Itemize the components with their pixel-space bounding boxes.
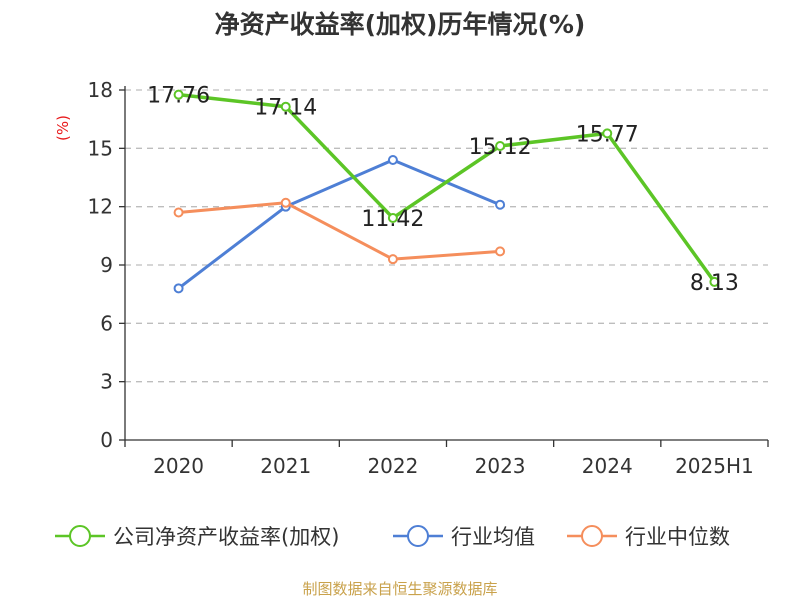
data-point	[387, 254, 398, 265]
x-tick-label: 2025H1	[675, 454, 754, 478]
y-tick-label: 3	[100, 370, 113, 394]
legend: 公司净资产收益率(加权) 行业均值 行业中位数	[55, 525, 730, 549]
x-tick-label: 2021	[260, 454, 311, 478]
data-point	[602, 128, 613, 139]
x-tick-label: 2020	[153, 454, 204, 478]
data-label: 17.14	[254, 96, 317, 121]
y-tick-label: 9	[100, 253, 113, 277]
data-label: 8.13	[690, 271, 739, 296]
x-tick-label: 2022	[367, 454, 418, 478]
data-label: 11.42	[361, 207, 424, 232]
y-tick-label: 6	[100, 311, 113, 335]
y-axis-label: (%)	[54, 115, 72, 141]
data-point	[709, 276, 720, 287]
legend-label-1: 行业均值	[451, 525, 535, 549]
data-point	[387, 212, 398, 223]
data-label: 15.77	[576, 122, 639, 147]
legend-marker-2	[581, 525, 603, 547]
source-note: 制图数据来自恒生聚源数据库	[302, 580, 497, 598]
data-label: 15.12	[469, 135, 532, 160]
data-label: 17.76	[147, 84, 210, 109]
legend-marker-1	[407, 525, 429, 547]
data-point	[173, 283, 184, 294]
x-tick-label: 2024	[582, 454, 633, 478]
chart-title: 净资产收益率(加权)历年情况(%)	[215, 10, 586, 39]
series-layer	[173, 89, 720, 294]
axes: 0 3 6 9 12 15 18 2020 2021 2022 2023 2024 2025H1	[88, 78, 769, 478]
y-tick-label: 12	[88, 195, 113, 219]
y-tick-label: 15	[88, 136, 113, 160]
data-point	[495, 199, 506, 210]
data-point	[173, 89, 184, 100]
data-point	[495, 246, 506, 257]
y-tick-label: 0	[100, 428, 113, 452]
data-point	[387, 155, 398, 165]
y-tick-label: 18	[88, 78, 113, 102]
data-point	[495, 141, 506, 151]
data-point	[280, 101, 291, 112]
gridlines	[125, 89, 768, 383]
series-line-2	[178, 201, 501, 261]
legend-marker-0	[69, 525, 91, 547]
x-tick-label: 2023	[475, 454, 526, 478]
series-line-0	[178, 92, 716, 283]
data-labels: 17.76 17.14 11.42 15.12 15.77 8.13	[147, 84, 739, 296]
legend-label-0: 公司净资产收益率(加权)	[113, 525, 339, 549]
data-point	[280, 197, 291, 208]
legend-label-2: 行业中位数	[625, 525, 730, 549]
data-point	[173, 207, 184, 218]
